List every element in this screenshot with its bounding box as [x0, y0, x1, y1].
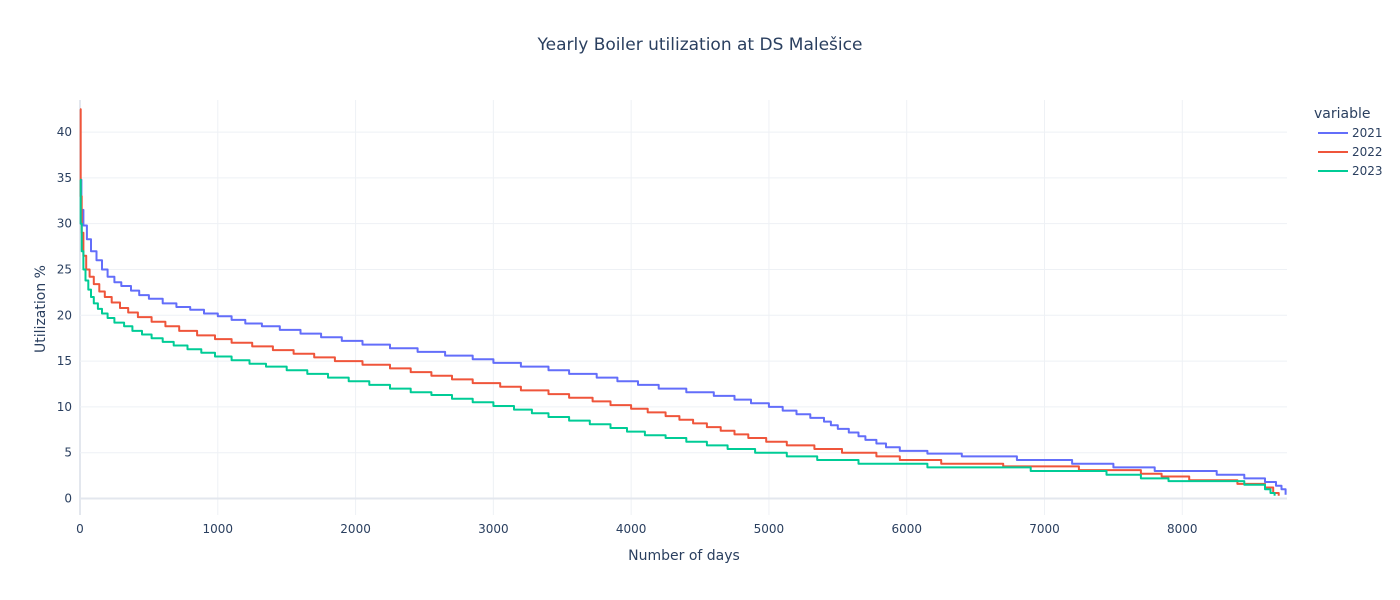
- x-tick-label: 3000: [478, 522, 509, 536]
- x-tick-label: 5000: [754, 522, 785, 536]
- series-line-2022[interactable]: [79, 108, 1280, 496]
- x-tick-label: 8000: [1167, 522, 1198, 536]
- x-tick-label: 6000: [891, 522, 922, 536]
- legend-item-2023[interactable]: 2023: [1318, 164, 1383, 178]
- x-axis-title: Number of days: [628, 548, 740, 564]
- legend-item-2022[interactable]: 2022: [1318, 145, 1383, 159]
- x-tick-label: 7000: [1029, 522, 1060, 536]
- y-tick-label: 10: [57, 400, 72, 414]
- tick-labels: 0 1000 2000 3000 4000 5000 6000 7000 8000 0 5 10 15 2…: [57, 125, 1198, 536]
- y-axis-title: Utilization %: [33, 265, 49, 353]
- x-tick-label: 1000: [203, 522, 234, 536]
- legend-label-2021: 2021: [1352, 126, 1383, 140]
- x-tick-label: 4000: [616, 522, 647, 536]
- chart-title: Yearly Boiler utilization at DS Malešice: [537, 35, 863, 55]
- legend-label-2023: 2023: [1352, 164, 1383, 178]
- y-tick-label: 25: [57, 262, 72, 276]
- x-tick-label: 2000: [340, 522, 371, 536]
- x-tick-label: 0: [76, 522, 84, 536]
- y-tick-label: 40: [57, 125, 72, 139]
- y-tick-label: 0: [64, 492, 72, 506]
- y-tick-label: 20: [57, 308, 72, 322]
- y-tick-label: 30: [57, 217, 72, 231]
- y-tick-label: 35: [57, 171, 72, 185]
- legend: variable 2021 2022 2023: [1314, 106, 1383, 178]
- y-tick-label: 5: [64, 446, 72, 460]
- legend-item-2021[interactable]: 2021: [1318, 126, 1383, 140]
- y-tick-label: 15: [57, 354, 72, 368]
- legend-title: variable: [1314, 106, 1370, 122]
- series-layer: [79, 108, 1287, 496]
- legend-label-2022: 2022: [1352, 145, 1383, 159]
- series-line-2021[interactable]: [80, 178, 1287, 495]
- series-line-2023[interactable]: [79, 178, 1276, 496]
- grid: [79, 100, 1287, 515]
